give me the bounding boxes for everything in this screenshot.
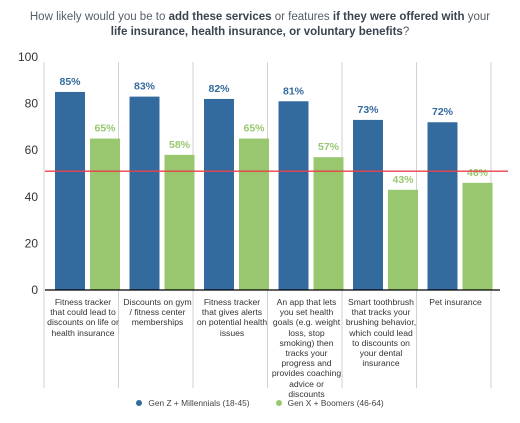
value-label-genx: 58% bbox=[169, 139, 191, 151]
y-tick-label: 20 bbox=[25, 236, 39, 250]
category-label: Fitness tracker that gives alerts on pot… bbox=[196, 297, 268, 338]
legend-item-genx: Gen X + Boomers (46-64) bbox=[275, 398, 384, 408]
bar-genz bbox=[129, 96, 160, 290]
value-label-genx: 46% bbox=[467, 167, 489, 179]
legend-swatch-genz bbox=[136, 400, 143, 406]
y-tick-label: 0 bbox=[31, 283, 38, 297]
title-part: your bbox=[465, 11, 491, 23]
y-axis-ticks: 0 20 40 60 80 100 bbox=[18, 50, 38, 297]
value-label-genx: 57% bbox=[318, 141, 340, 153]
bar-genz bbox=[204, 98, 234, 290]
title-part: if they were offered with bbox=[333, 11, 465, 23]
value-label-genx: 65% bbox=[243, 123, 265, 135]
bar-genz bbox=[427, 122, 458, 291]
value-label-genx: 65% bbox=[94, 123, 116, 135]
title-part: How likely would you be to bbox=[30, 11, 169, 23]
value-label-genx: 43% bbox=[392, 174, 414, 186]
legend-label-genx: Gen X + Boomers (46-64) bbox=[287, 398, 384, 408]
legend: Gen Z + Millennials (18-45) Gen X + Boom… bbox=[0, 398, 520, 408]
category-label: Fitness tracker that could lead to disco… bbox=[47, 297, 119, 338]
y-tick-label: 40 bbox=[25, 190, 39, 204]
bar-genx bbox=[90, 138, 120, 290]
bar-genx bbox=[239, 138, 269, 290]
bar-genx bbox=[313, 157, 344, 290]
chart-title-line-1: How likely would you be to add these ser… bbox=[30, 11, 490, 23]
value-label-genz: 72% bbox=[432, 106, 454, 118]
bar-genz bbox=[55, 91, 85, 290]
category-label: Smart toothbrush that tracks your brushi… bbox=[345, 297, 417, 369]
value-label-genz: 81% bbox=[283, 85, 305, 97]
value-labels: 85% 83% 82% 81% 73% 72% 65% 58% 65% 57% 43% 46% bbox=[59, 76, 488, 186]
bar-genz bbox=[353, 119, 383, 290]
title-part: add these services bbox=[169, 11, 272, 23]
value-label-genz: 83% bbox=[134, 81, 156, 93]
bar-genx bbox=[388, 189, 418, 290]
y-tick-label: 100 bbox=[18, 50, 38, 64]
legend-item-genz: Gen Z + Millennials (18-45) bbox=[136, 398, 250, 408]
category-label: An app that lets you set health goals (e… bbox=[271, 297, 342, 399]
y-tick-label: 80 bbox=[25, 97, 39, 111]
chart-title-line-2: life insurance, health insurance, or vol… bbox=[111, 26, 409, 38]
title-part: life insurance, health insurance, or vol… bbox=[111, 26, 403, 38]
bars bbox=[55, 91, 493, 291]
value-label-genz: 85% bbox=[59, 76, 81, 88]
title-part: or features bbox=[272, 11, 333, 23]
legend-swatch-genx bbox=[275, 400, 282, 406]
category-label: Discounts on gym / fitness center member… bbox=[123, 297, 192, 328]
bar-genz bbox=[278, 101, 309, 291]
value-label-genz: 82% bbox=[208, 83, 230, 95]
legend-label-genz: Gen Z + Millennials (18-45) bbox=[148, 398, 250, 408]
bar-genx bbox=[462, 182, 493, 290]
y-tick-label: 60 bbox=[25, 143, 39, 157]
bar-genx bbox=[164, 154, 195, 290]
value-label-genz: 73% bbox=[357, 104, 379, 116]
category-label: Pet insurance bbox=[429, 297, 482, 307]
title-part: ? bbox=[403, 26, 409, 38]
